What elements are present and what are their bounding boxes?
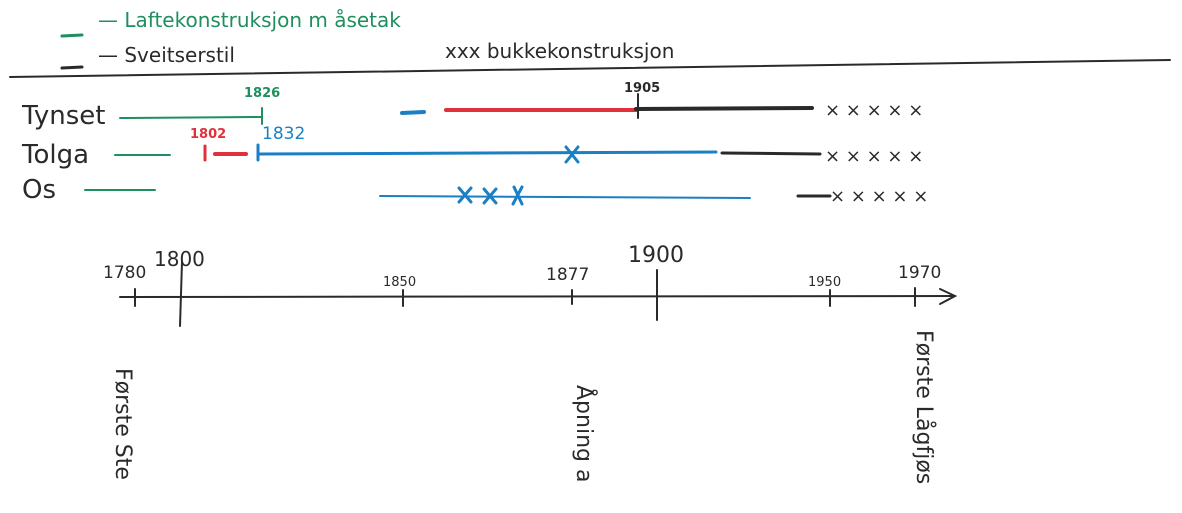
- cross-mark: [564, 145, 580, 164]
- axis-tick-label: 1800: [154, 247, 205, 271]
- divider: [9, 59, 1171, 78]
- legend-note: xxx bukkekonstruksjon: [445, 39, 674, 63]
- legend-swatch: [60, 33, 84, 38]
- axis-tick-label: 1950: [808, 275, 841, 290]
- axis-tick-label: 1780: [103, 263, 146, 283]
- legend-label: — Sveitserstil: [98, 43, 235, 67]
- year-mark: 1802: [190, 127, 226, 142]
- legend-swatch: [60, 65, 84, 70]
- timeline-segment: [379, 195, 751, 199]
- event-label: Første Lågfjøs: [911, 330, 937, 484]
- timeline-segment: [720, 151, 822, 156]
- axis-arrow: [939, 288, 958, 305]
- event-label: Åpning a: [571, 385, 598, 482]
- timeline-segment: [119, 116, 263, 119]
- timeline-segment: [634, 106, 814, 111]
- cross-series: × × × × ×: [830, 186, 928, 207]
- axis-tick-label: 1900: [628, 243, 684, 268]
- axis-line: [119, 295, 956, 298]
- year-mark: 1832: [262, 124, 305, 144]
- cross-series: × × × × ×: [825, 100, 923, 121]
- event-label: Første Ste: [110, 368, 135, 480]
- row-label: Tynset: [21, 101, 105, 131]
- timeline-segment: [256, 150, 718, 156]
- tick: [179, 261, 183, 327]
- row-label: Os: [22, 175, 56, 205]
- axis-tick-label: 1877: [546, 265, 589, 285]
- strokes: [9, 33, 1171, 327]
- row-label: Tolga: [21, 140, 89, 170]
- cross-mark: [457, 185, 524, 206]
- timeline-segment: [400, 110, 426, 115]
- axis-tick-label: 1970: [898, 263, 941, 283]
- year-mark: 1905: [624, 81, 660, 96]
- axis-tick-label: 1850: [383, 275, 416, 290]
- legend-label: — Laftekonstruksjon m åsetak: [98, 8, 401, 32]
- cross-series: × × × × ×: [825, 146, 923, 167]
- year-mark: 1826: [244, 86, 280, 101]
